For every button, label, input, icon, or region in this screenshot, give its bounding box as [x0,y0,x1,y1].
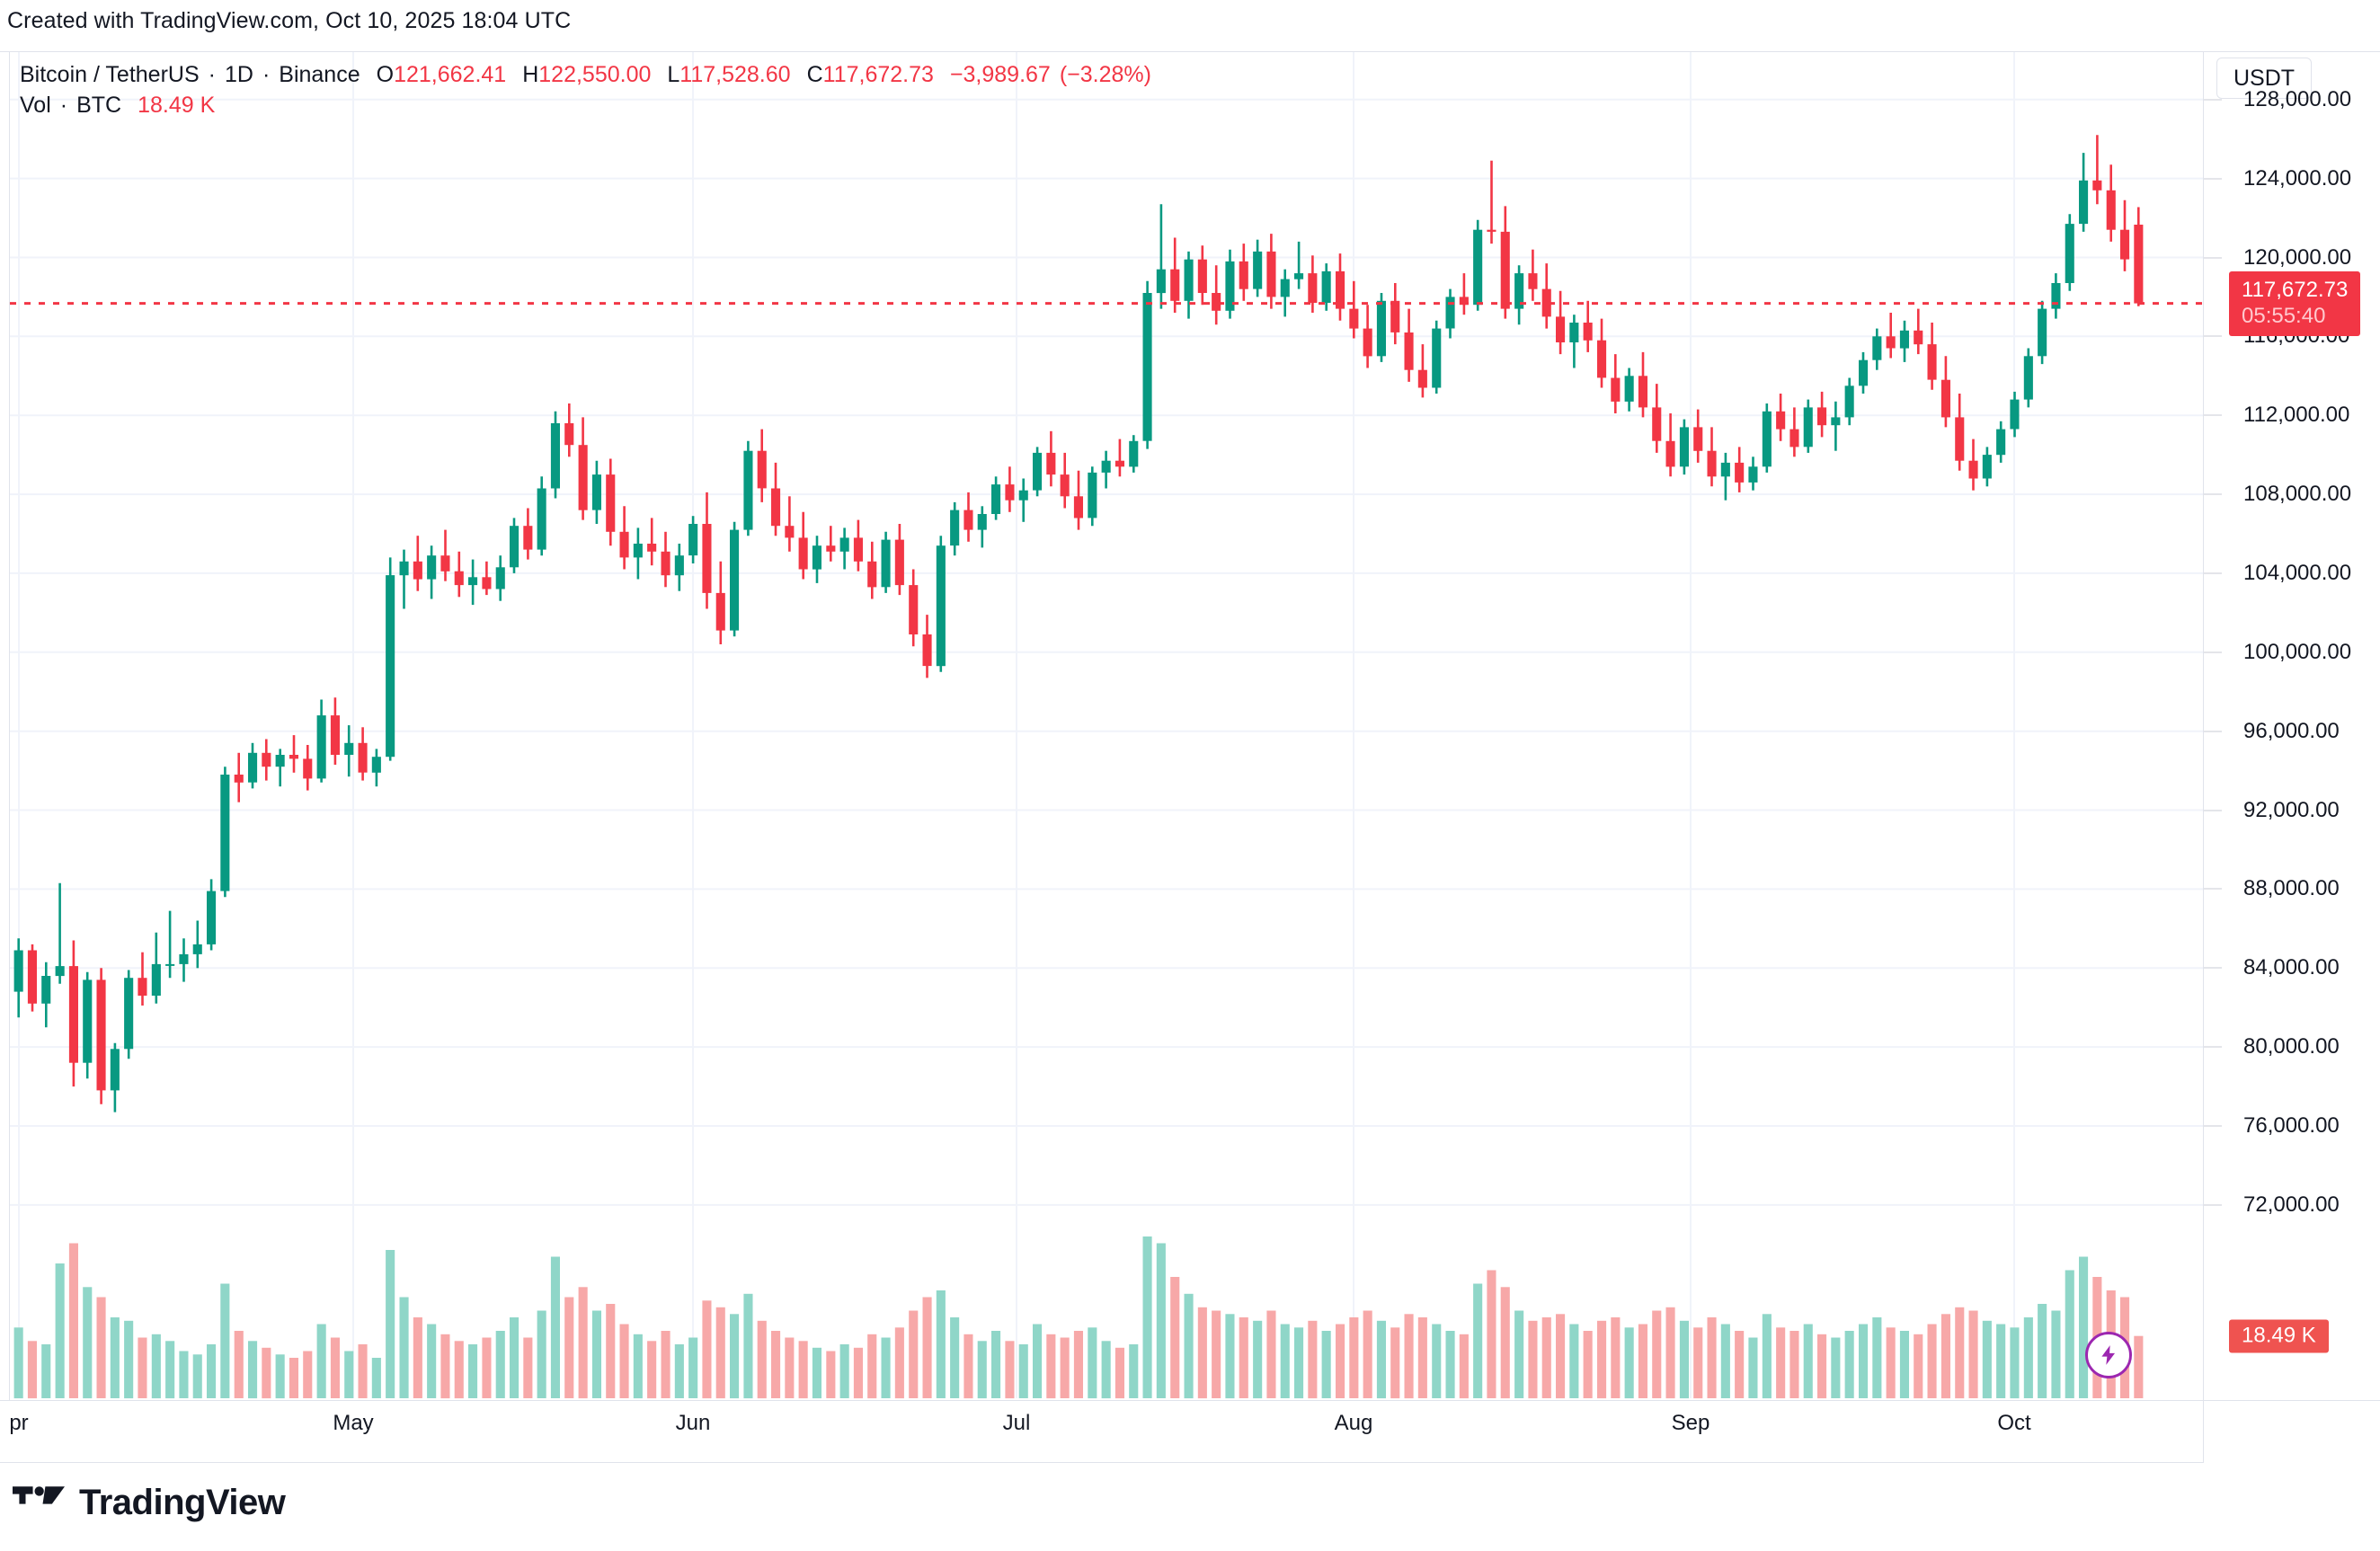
price-tick [2204,1125,2222,1127]
legend-volume-unit: BTC [76,93,122,118]
legend-close-value: 117,672.73 [822,62,934,87]
time-axis-label: Jul [1002,1411,1031,1435]
time-axis-label: Oct [1997,1411,2031,1435]
legend-open-label: O [376,62,395,87]
price-tick [2204,1046,2222,1048]
price-tick [2204,572,2222,574]
legend-row-volume[interactable]: Vol · BTC 18.49 K [20,90,1151,120]
price-tick [2204,493,2222,495]
price-axis-label: 92,000.00 [2243,797,2340,822]
price-axis-separator [2203,51,2204,1463]
price-tick [2204,967,2222,969]
price-axis-label: 100,000.00 [2243,639,2352,664]
legend-volume-label: Vol [20,93,51,118]
time-axis-label: pr [9,1411,29,1435]
price-tick [2204,1204,2222,1206]
price-axis-label: 124,000.00 [2243,165,2352,191]
current-price-badge: 117,672.73 05:55:40 [2229,270,2361,336]
legend-high-value: 122,550.00 [538,62,652,87]
legend-volume-value: 18.49 K [138,93,216,118]
legend-open-value: 121,662.41 [394,62,507,87]
legend-exchange: Binance [279,62,360,87]
price-axis-label: 104,000.00 [2243,560,2352,585]
bar-countdown: 05:55:40 [2242,303,2326,328]
time-axis-label: Aug [1334,1411,1373,1435]
price-tick [2204,335,2222,337]
legend-interval: 1D [224,62,253,87]
legend-change-absolute: −3,989.67 [949,62,1051,87]
time-axis[interactable]: pr May Jun Jul Aug Sep Oct [0,1402,2203,1463]
legend-close-label: C [806,62,823,87]
pane-left-border [9,51,10,1401]
chart-legend: Bitcoin / TetherUS · 1D · Binance O121,662.41… [20,59,1151,120]
price-axis-label: 112,000.00 [2243,403,2350,428]
price-axis-label: 80,000.00 [2243,1034,2340,1059]
price-tick [2204,414,2222,416]
price-tick [2204,888,2222,890]
price-axis-label: 88,000.00 [2243,876,2340,901]
tradingview-logo-text: TradingView [79,1483,286,1522]
lightning-bolt-icon[interactable] [2085,1332,2132,1378]
legend-sep-2: · [262,62,271,87]
legend-symbol: Bitcoin / TetherUS [20,62,200,87]
price-tick [2204,99,2222,101]
price-axis-label: 76,000.00 [2243,1113,2340,1138]
time-axis-label: Jun [675,1411,711,1435]
price-axis[interactable]: USDT 128,000.00 124,000.00 120,000.00 116,0… [2204,52,2380,1400]
price-tick [2204,810,2222,811]
tradingview-logo-icon [13,1486,65,1504]
price-axis-label: 108,000.00 [2243,482,2352,507]
price-axis-label: 96,000.00 [2243,718,2340,743]
chart-canvas [10,52,2203,1399]
time-axis-label: May [333,1411,374,1435]
current-volume-badge: 18.49 K [2229,1319,2329,1353]
price-axis-label: 72,000.00 [2243,1192,2340,1217]
attribution-text: Created with TradingView.com, Oct 10, 20… [7,8,572,33]
legend-row-symbol[interactable]: Bitcoin / TetherUS · 1D · Binance O121,662.41… [20,59,1151,90]
legend-high-label: H [522,62,539,87]
legend-low-label: L [667,62,680,87]
legend-low-value: 117,528.60 [679,62,791,87]
legend-sep-3: · [59,93,68,118]
chart-frame [0,51,2380,1401]
tradingview-footer: TradingView [13,1481,286,1524]
time-axis-label: Sep [1671,1411,1710,1435]
price-tick [2204,178,2222,180]
price-tick [2204,651,2222,653]
price-tick [2204,257,2222,258]
legend-change-percent: (−3.28%) [1059,62,1151,87]
price-axis-label: 120,000.00 [2243,244,2352,270]
chart-plot-area[interactable] [10,52,2203,1400]
current-price-value: 117,672.73 [2242,277,2349,302]
price-axis-label: 84,000.00 [2243,955,2340,980]
price-axis-label: 128,000.00 [2243,86,2352,111]
legend-sep-1: · [208,62,216,87]
currency-chip[interactable]: USDT [2216,58,2313,99]
